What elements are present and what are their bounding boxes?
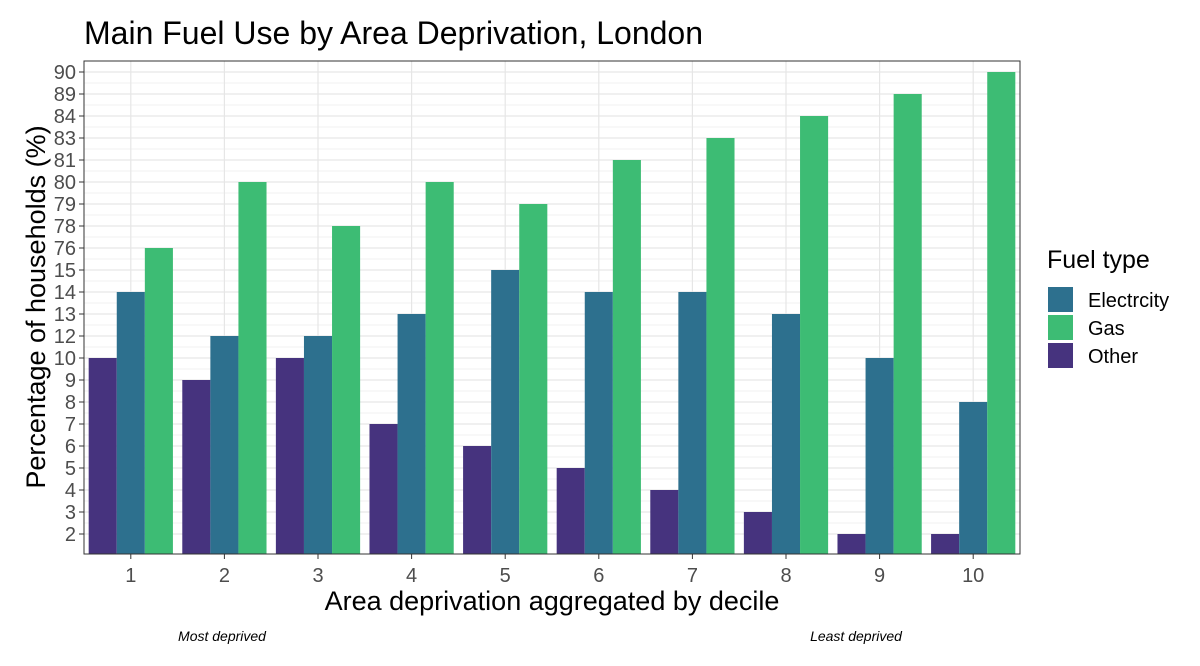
legend-swatch-electrcity [1048,287,1073,312]
x-tick-label: 8 [780,565,791,587]
bar-other-8 [743,512,772,554]
y-tick-label: 14 [54,282,76,304]
legend-swatch-gas [1048,315,1073,340]
bar-other-5 [463,446,492,554]
legend-label-gas: Gas [1088,318,1125,340]
bar-electrcity-5 [491,270,520,554]
bar-other-7 [650,490,679,554]
y-tick-label: 12 [54,326,76,348]
bar-gas-2 [238,182,267,554]
bar-gas-7 [706,138,735,554]
x-tick-label: 1 [125,565,136,587]
y-tick-label: 10 [54,348,76,370]
x-axis-ticks: 1 2 3 4 5 6 7 8 9 10 [125,554,984,587]
bar-other-3 [275,358,304,554]
bar-other-2 [182,380,211,554]
x-tick-label: 10 [962,565,984,587]
bar-electrcity-7 [678,292,707,554]
bar-electrcity-2 [210,336,239,554]
chart-title: Main Fuel Use by Area Deprivation, Londo… [84,15,703,51]
bar-other-4 [369,424,398,554]
y-tick-label: 76 [54,238,76,260]
bar-gas-9 [893,94,922,554]
bar-electrcity-10 [959,402,988,554]
bar-electrcity-8 [771,314,801,554]
y-tick-label: 81 [54,150,76,172]
bar-gas-8 [800,116,829,554]
y-tick-label: 3 [65,502,76,524]
legend-swatch-other [1048,343,1073,368]
x-tick-label: 4 [406,565,417,587]
bar-gas-3 [332,226,361,554]
bar-gas-4 [425,182,454,554]
bar-gas-1 [144,248,173,554]
legend-title: Fuel type [1047,246,1150,274]
y-tick-label: 84 [54,106,76,128]
y-tick-label: 13 [54,304,76,326]
y-tick-label: 90 [54,62,76,84]
x-tick-label: 3 [312,565,323,587]
x-tick-label: 7 [687,565,698,587]
bar-electrcity-4 [397,314,426,554]
bar-electrcity-9 [865,358,894,554]
annotation-least-deprived: Least deprived [810,628,903,644]
bar-electrcity-6 [584,292,613,554]
bar-other-6 [556,468,585,554]
y-tick-label: 9 [65,370,76,392]
y-tick-label: 6 [65,436,76,458]
legend: Fuel type Electrcity Gas Other [1047,246,1169,368]
y-tick-label: 78 [54,216,76,238]
y-axis-label: Percentage of households (%) [21,125,51,488]
legend-label-other: Other [1088,346,1138,368]
y-tick-label: 80 [54,172,76,194]
y-tick-label: 83 [54,128,76,150]
y-tick-label: 4 [65,480,76,502]
bar-electrcity-1 [116,292,145,554]
y-tick-label: 15 [54,260,76,282]
bar-gas-6 [612,160,641,554]
plot-border [83,60,1021,555]
x-tick-label: 9 [874,565,885,587]
x-tick-label: 6 [593,565,604,587]
bar-gas-10 [987,72,1016,554]
y-tick-label: 79 [54,194,76,216]
bar-gas-5 [519,204,548,554]
y-tick-label: 2 [65,524,76,546]
x-tick-label: 5 [500,565,511,587]
y-tick-label: 7 [65,414,76,436]
x-axis-label: Area deprivation aggregated by decile [325,586,780,616]
x-tick-label: 2 [219,565,230,587]
bar-other-10 [931,534,960,554]
y-tick-label: 8 [65,392,76,414]
annotation-most-deprived: Most deprived [178,628,267,644]
y-tick-label: 89 [54,84,76,106]
bar-electrcity-3 [303,336,333,554]
bar-other-9 [837,534,866,554]
bar-other-1 [88,358,117,554]
bars [88,72,1016,554]
legend-label-electrcity: Electrcity [1088,290,1169,312]
y-tick-label: 5 [65,458,76,480]
